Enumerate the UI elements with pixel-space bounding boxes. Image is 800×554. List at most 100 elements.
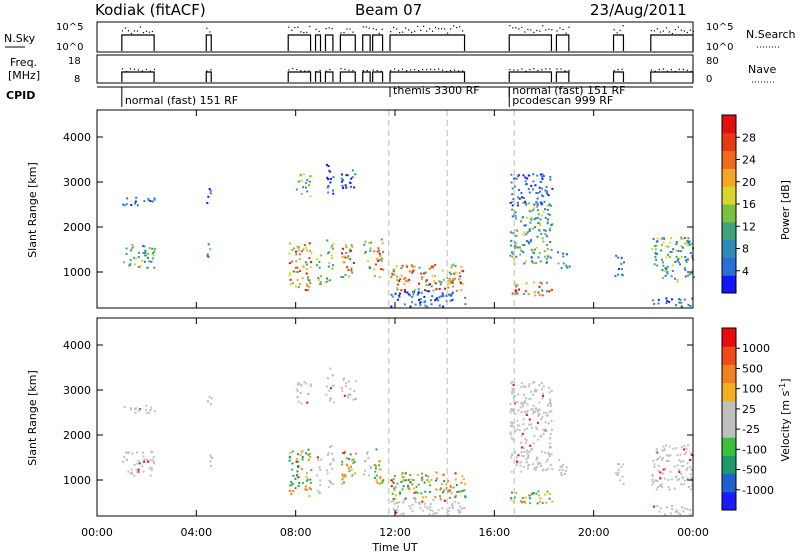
echo-cell: [527, 293, 530, 296]
echo-cell: [143, 460, 146, 463]
echo-cell: [538, 186, 541, 189]
echo-cell: [680, 483, 683, 486]
echo-cell: [660, 483, 663, 486]
echo-cell: [307, 453, 310, 456]
echo-cell: [691, 484, 694, 487]
echo-cell: [511, 422, 514, 425]
echo-cell: [354, 472, 357, 475]
echo-cell: [295, 460, 298, 463]
echo-cell: [623, 261, 626, 264]
echo-cell: [209, 192, 212, 195]
echo-cell: [661, 243, 664, 246]
echo-cell: [435, 512, 438, 515]
echo-cell: [390, 305, 393, 308]
echo-cell: [664, 513, 667, 516]
echo-cell: [441, 293, 444, 296]
echo-cell: [530, 448, 533, 451]
echo-cell: [153, 197, 156, 200]
echo-cell: [125, 247, 128, 250]
echo-cell: [524, 441, 527, 444]
echo-cell: [519, 441, 522, 444]
echo-cell: [685, 259, 688, 262]
power-panel-frame: [96, 109, 694, 309]
echo-cell: [364, 240, 367, 243]
echo-cell: [680, 255, 683, 258]
echo-cell: [539, 497, 542, 500]
echo-cell: [332, 483, 335, 486]
echo-cell: [518, 288, 521, 291]
echo-cell: [622, 482, 625, 485]
echo-cell: [670, 237, 673, 240]
noise-search-dot: [297, 26, 299, 28]
echo-cell: [440, 498, 443, 501]
echo-cell: [513, 257, 516, 260]
echo-cell: [657, 302, 660, 305]
echo-cell: [289, 484, 292, 487]
echo-cell: [685, 260, 688, 263]
echo-cell: [341, 482, 344, 485]
noise-search-dot: [568, 26, 570, 28]
echo-cell: [536, 197, 539, 200]
echo-cell: [529, 221, 532, 224]
echo-cell: [531, 188, 534, 191]
echo-cell: [379, 477, 382, 480]
echo-cell: [524, 176, 527, 179]
echo-cell: [541, 450, 544, 453]
echo-cell: [417, 282, 420, 285]
echo-cell: [675, 447, 678, 450]
echo-cell: [206, 400, 209, 403]
echo-cell: [515, 290, 518, 293]
echo-cell: [150, 450, 153, 453]
echo-cell: [548, 442, 551, 445]
echo-cell: [405, 279, 408, 282]
noise-sky-trace: [339, 34, 356, 51]
nave-dot: [462, 70, 464, 72]
echo-cell: [652, 237, 655, 240]
echo-cell: [534, 407, 537, 410]
echo-cell: [533, 381, 536, 384]
echo-cell: [435, 471, 438, 474]
echo-cell: [292, 482, 295, 485]
echo-cell: [327, 178, 330, 181]
echo-cell: [537, 490, 540, 493]
echo-cell: [682, 246, 685, 249]
echo-cell: [661, 276, 664, 279]
echo-cell: [373, 464, 376, 467]
echo-cell: [151, 257, 154, 260]
echo-cell: [676, 464, 679, 467]
echo-cell: [306, 479, 309, 482]
echo-cell: [394, 510, 397, 513]
echo-cell: [520, 434, 523, 437]
echo-cell: [341, 255, 344, 258]
echo-cell: [684, 242, 687, 245]
echo-cell: [328, 399, 331, 402]
echo-cell: [332, 176, 335, 179]
echo-cell: [512, 396, 515, 399]
echo-cell: [460, 265, 463, 268]
echo-cell: [513, 245, 516, 248]
echo-cell: [536, 204, 539, 207]
echo-cell: [382, 479, 385, 482]
echo-cell: [544, 429, 547, 432]
echo-cell: [511, 453, 514, 456]
echo-cell: [522, 233, 525, 236]
nave-dot: [372, 69, 374, 71]
echo-cell: [296, 270, 299, 273]
nave-dot: [308, 70, 310, 72]
echo-cell: [544, 189, 547, 192]
echo-cell: [549, 289, 552, 292]
echo-cell: [525, 439, 528, 442]
echo-cell: [512, 198, 515, 201]
echo-cell: [617, 273, 620, 276]
echo-cell: [528, 494, 531, 497]
echo-cell: [317, 276, 320, 279]
echo-cell: [524, 183, 527, 186]
echo-cell: [331, 467, 334, 470]
echo-cell: [519, 500, 522, 503]
echo-cell: [667, 245, 670, 248]
echo-cell: [671, 508, 674, 511]
echo-cell: [678, 298, 681, 301]
echo-cell: [401, 473, 404, 476]
echo-cell: [132, 246, 135, 249]
